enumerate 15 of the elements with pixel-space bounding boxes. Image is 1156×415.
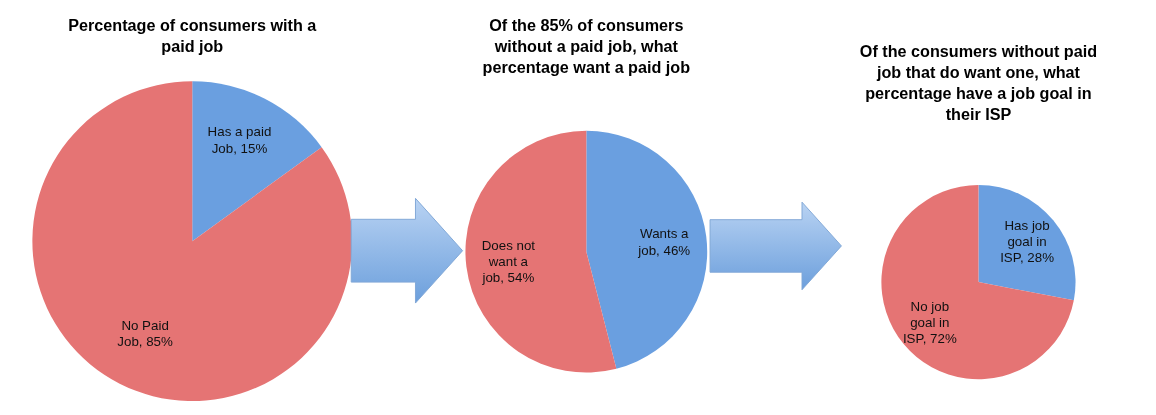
slice-label: No Paid Job, 85% xyxy=(116,317,174,350)
slice-label: Has a paid Job, 15% xyxy=(206,124,273,157)
slice-label: Has job goal in ISP, 28% xyxy=(999,217,1055,267)
pie-slice xyxy=(32,81,353,401)
chart-title: Of the 85% of consumers without a paid job, what percentage want a paid job xyxy=(482,15,691,76)
pie-slice xyxy=(881,185,1074,380)
slice-label: Wants a job, 46% xyxy=(637,225,692,258)
slice-label: No job goal in ISP, 72% xyxy=(901,298,958,347)
pie-slice xyxy=(192,81,322,242)
chart-title: Of the consumers without paid job that do want one, what percentage have a job goal in their ISP xyxy=(859,42,1098,124)
pie-slice xyxy=(465,130,617,373)
pie-slice xyxy=(978,185,1076,301)
pie-slice xyxy=(586,130,707,369)
slice-label: Does not want a job, 54% xyxy=(480,237,537,286)
chart-title: Percentage of consumers with a paid job xyxy=(68,15,318,55)
